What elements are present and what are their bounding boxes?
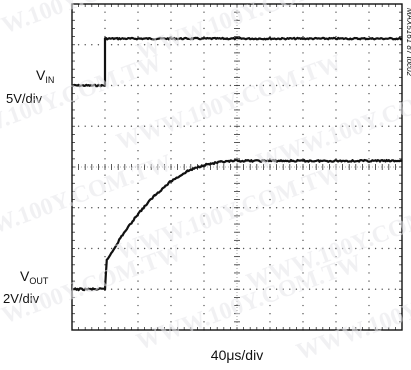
grid-hline-6 <box>77 247 397 250</box>
x-axis-label: 40μs/div <box>211 347 263 363</box>
grid-vline-2 <box>137 11 139 331</box>
scope-grid <box>71 3 403 331</box>
grid-hline-3 <box>77 125 397 127</box>
vin-label-main: V <box>36 67 46 83</box>
grid-vline-4 <box>203 11 205 331</box>
grid-vline-6 <box>269 11 271 331</box>
trace-vin <box>71 36 403 88</box>
scope-traces <box>71 36 403 292</box>
vout-label-sub: OUT <box>29 276 49 286</box>
vout-label-main: V <box>20 268 30 284</box>
vout-label: VOUT <box>20 268 49 286</box>
grid-hline-5 <box>77 207 397 209</box>
vin-label: VIN <box>36 67 54 85</box>
grid-vline-3 <box>170 11 172 331</box>
grid-hline-1 <box>77 44 397 46</box>
center-axes <box>71 3 403 331</box>
grid-vline-7 <box>302 11 304 331</box>
vout-scale-label: 2V/div <box>3 291 40 306</box>
grid-vline-9 <box>368 11 370 331</box>
grid-hline-2 <box>77 84 397 87</box>
scope-frame <box>71 3 403 331</box>
figure-id: MAX5161 87 toc02 <box>405 8 411 77</box>
trace-vout <box>71 158 403 292</box>
grid-vline-8 <box>335 11 337 331</box>
vin-label-sub: IN <box>45 75 54 85</box>
vin-scale-label: 5V/div <box>6 91 43 106</box>
